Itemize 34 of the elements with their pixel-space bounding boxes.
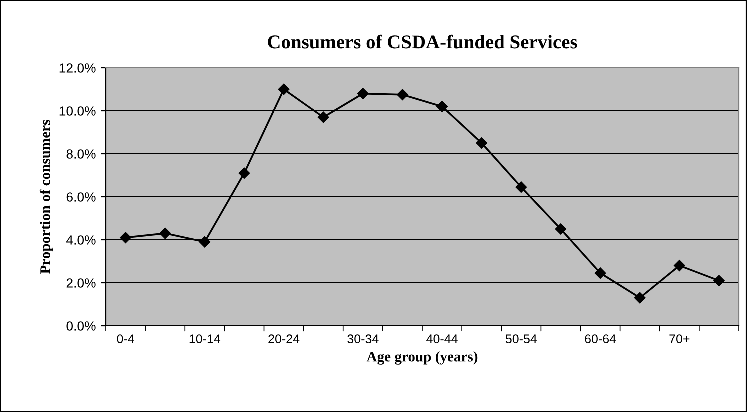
point <box>358 88 369 100</box>
x-tick-label: 70+ <box>670 334 690 344</box>
point <box>160 228 171 240</box>
y-tick-label: 10.0% <box>60 106 96 116</box>
point <box>318 112 330 124</box>
y-tick-label: 8.0% <box>66 150 96 159</box>
point <box>516 182 528 193</box>
point <box>555 224 567 235</box>
point <box>120 232 132 244</box>
x-tick-label: 50-54 <box>506 334 538 344</box>
point <box>238 168 250 179</box>
x-tick-label: 20-24 <box>268 334 300 344</box>
point <box>634 292 646 304</box>
x-tick-label: 0-4 <box>117 334 134 344</box>
x-tick-label: 10-14 <box>190 334 221 344</box>
point <box>397 89 408 100</box>
point <box>278 84 290 96</box>
point <box>674 260 686 272</box>
x-axis-title: Age group (years) <box>366 352 478 365</box>
point <box>436 101 448 112</box>
point <box>476 138 488 149</box>
chart-title: Consumers of CSDA-funded Services <box>268 34 578 49</box>
point <box>594 268 606 279</box>
x-tick-label: 40-44 <box>426 334 458 344</box>
y-tick-label: 12.0% <box>60 64 96 73</box>
y-tick-label: 6.0% <box>66 192 96 202</box>
y-tick-label: 4.0% <box>66 236 96 245</box>
y-axis-title: Proportion of consumers <box>40 120 54 274</box>
x-tick-label: 30-34 <box>348 334 379 344</box>
y-tick-label: 0.0% <box>66 322 96 331</box>
point <box>199 236 211 248</box>
y-tick-label: 2.0% <box>66 278 96 288</box>
point <box>714 275 725 286</box>
x-tick-label: 60-64 <box>585 334 616 344</box>
